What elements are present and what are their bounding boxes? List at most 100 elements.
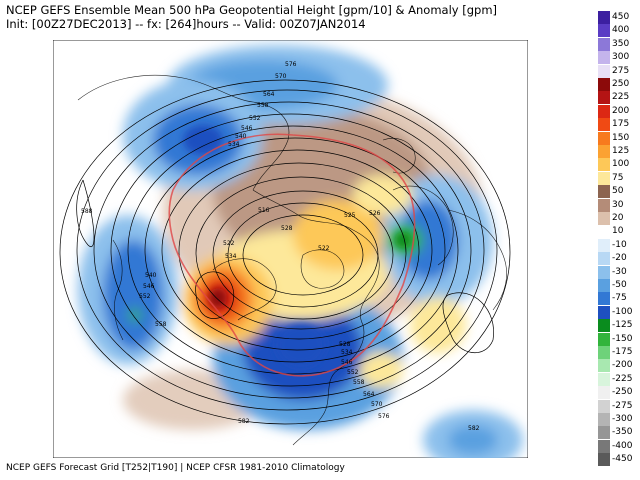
colorbar-swatch (598, 359, 610, 373)
colorbar-swatch (598, 171, 610, 185)
contour-label: 540 (235, 133, 247, 140)
colorbar-entry: -20 (598, 252, 640, 266)
colorbar-legend: 450 400 350 300 275 250 225 200 175 150 125 100 75 50… (598, 11, 640, 467)
contour-label: 552 (139, 293, 151, 300)
contour-label: 570 (275, 73, 287, 80)
colorbar-swatch (598, 131, 610, 145)
anomaly-cores (183, 125, 411, 367)
colorbar-label: -75 (612, 293, 627, 304)
colorbar-entry: 400 (598, 24, 640, 38)
contour-label: 528 (281, 225, 293, 232)
colorbar-swatch (598, 212, 610, 225)
colorbar-label: -225 (612, 373, 633, 384)
contour-label: 522 (318, 245, 330, 252)
contour-label: 546 (241, 125, 253, 132)
colorbar-swatch (598, 346, 610, 359)
contour-label: 558 (353, 379, 365, 386)
chart-footer: NCEP GEFS Forecast Grid [T252|T190] | NC… (6, 463, 345, 473)
colorbar-swatch (598, 158, 610, 172)
colorbar-entry: 300 (598, 51, 640, 65)
colorbar-label: 100 (612, 159, 630, 170)
colorbar-label: 250 (612, 79, 630, 89)
contour-label: 558 (155, 321, 167, 328)
colorbar-swatch (598, 64, 610, 78)
colorbar-entry: -200 (598, 359, 640, 373)
colorbar-entry: -150 (598, 332, 640, 346)
contour-label-group: 576 570 564 558 552 546 540 534 588 516 … (81, 61, 480, 432)
contour-label: 588 (81, 208, 93, 215)
colorbar-label: -300 (612, 414, 633, 424)
colorbar-label: -50 (612, 280, 627, 290)
colorbar-entry: -100 (598, 305, 640, 319)
colorbar-label: 175 (612, 119, 630, 130)
colorbar-label: -100 (612, 306, 633, 317)
colorbar-entry: 250 (598, 78, 640, 91)
chart-subtitle: Init: [00Z27DEC2013] -- fx: [264]hours -… (6, 17, 366, 31)
colorbar-entry: 20 (598, 212, 640, 225)
contour-label: 564 (263, 91, 275, 98)
colorbar-swatch (598, 11, 610, 24)
colorbar-entry: 30 (598, 198, 640, 212)
colorbar-label: -450 (612, 454, 633, 465)
colorbar-swatch (598, 279, 610, 292)
colorbar-swatch (598, 91, 610, 105)
colorbar-entry: -175 (598, 346, 640, 359)
contour-label: 552 (347, 369, 359, 376)
colorbar-swatch (598, 439, 610, 453)
contour-label: 540 (145, 272, 157, 279)
colorbar-entry: -50 (598, 279, 640, 292)
colorbar-entry: 175 (598, 118, 640, 132)
contour-label: 522 (223, 240, 235, 247)
contour-label: 525 (344, 212, 356, 219)
contour-label: 516 (258, 207, 270, 214)
colorbar-entry: 125 (598, 145, 640, 158)
colorbar-label: 200 (612, 105, 630, 116)
colorbar-label: 275 (612, 65, 630, 76)
contour-label: 582 (238, 418, 250, 425)
contour-label: 528 (339, 341, 351, 348)
colorbar-entry: 200 (598, 104, 640, 118)
colorbar-entry: 50 (598, 185, 640, 199)
colorbar-label: -10 (612, 239, 627, 250)
colorbar-label: 150 (612, 132, 630, 143)
colorbar-label: 450 (612, 12, 630, 22)
colorbar-swatch (598, 453, 610, 467)
colorbar-label: -175 (612, 347, 633, 357)
colorbar-label: -150 (612, 333, 633, 344)
contour-label: 564 (363, 391, 375, 398)
colorbar-entry: -400 (598, 439, 640, 453)
colorbar-swatch (598, 372, 610, 386)
colorbar-entry: 350 (598, 37, 640, 51)
colorbar-swatch (598, 24, 610, 38)
colorbar-swatch (598, 104, 610, 118)
colorbar-swatch (598, 252, 610, 266)
colorbar-swatch (598, 78, 610, 91)
colorbar-label: 400 (612, 25, 630, 36)
colorbar-label: -250 (612, 387, 633, 398)
colorbar-entry: -300 (598, 413, 640, 426)
contour-label: 534 (341, 349, 353, 356)
colorbar-entry: -350 (598, 426, 640, 440)
height-contours (59, 79, 511, 425)
colorbar-swatch (598, 319, 610, 333)
contour-label: 582 (468, 425, 480, 432)
polar-stereographic-map: 576 570 564 558 552 546 540 534 588 516 … (53, 40, 528, 458)
colorbar-entry: 100 (598, 158, 640, 172)
contour-label: 570 (371, 401, 383, 408)
colorbar-label: -20 (612, 253, 627, 264)
contour-label: 534 (225, 253, 237, 260)
colorbar-swatch (598, 426, 610, 440)
colorbar-entry: -75 (598, 292, 640, 306)
colorbar-label: -200 (612, 360, 633, 371)
colorbar-entry: 75 (598, 171, 640, 185)
contour-label: 576 (378, 413, 390, 420)
colorbar-swatch (598, 118, 610, 132)
colorbar-entry: -250 (598, 386, 640, 400)
chart-title: NCEP GEFS Ensemble Mean 500 hPa Geopoten… (6, 3, 498, 17)
colorbar-swatch (598, 238, 610, 252)
colorbar-entry: -450 (598, 453, 640, 467)
colorbar-swatch (598, 51, 610, 65)
colorbar-entry: 10 (598, 225, 640, 239)
colorbar-label: 75 (612, 172, 624, 183)
colorbar-entry: -225 (598, 372, 640, 386)
